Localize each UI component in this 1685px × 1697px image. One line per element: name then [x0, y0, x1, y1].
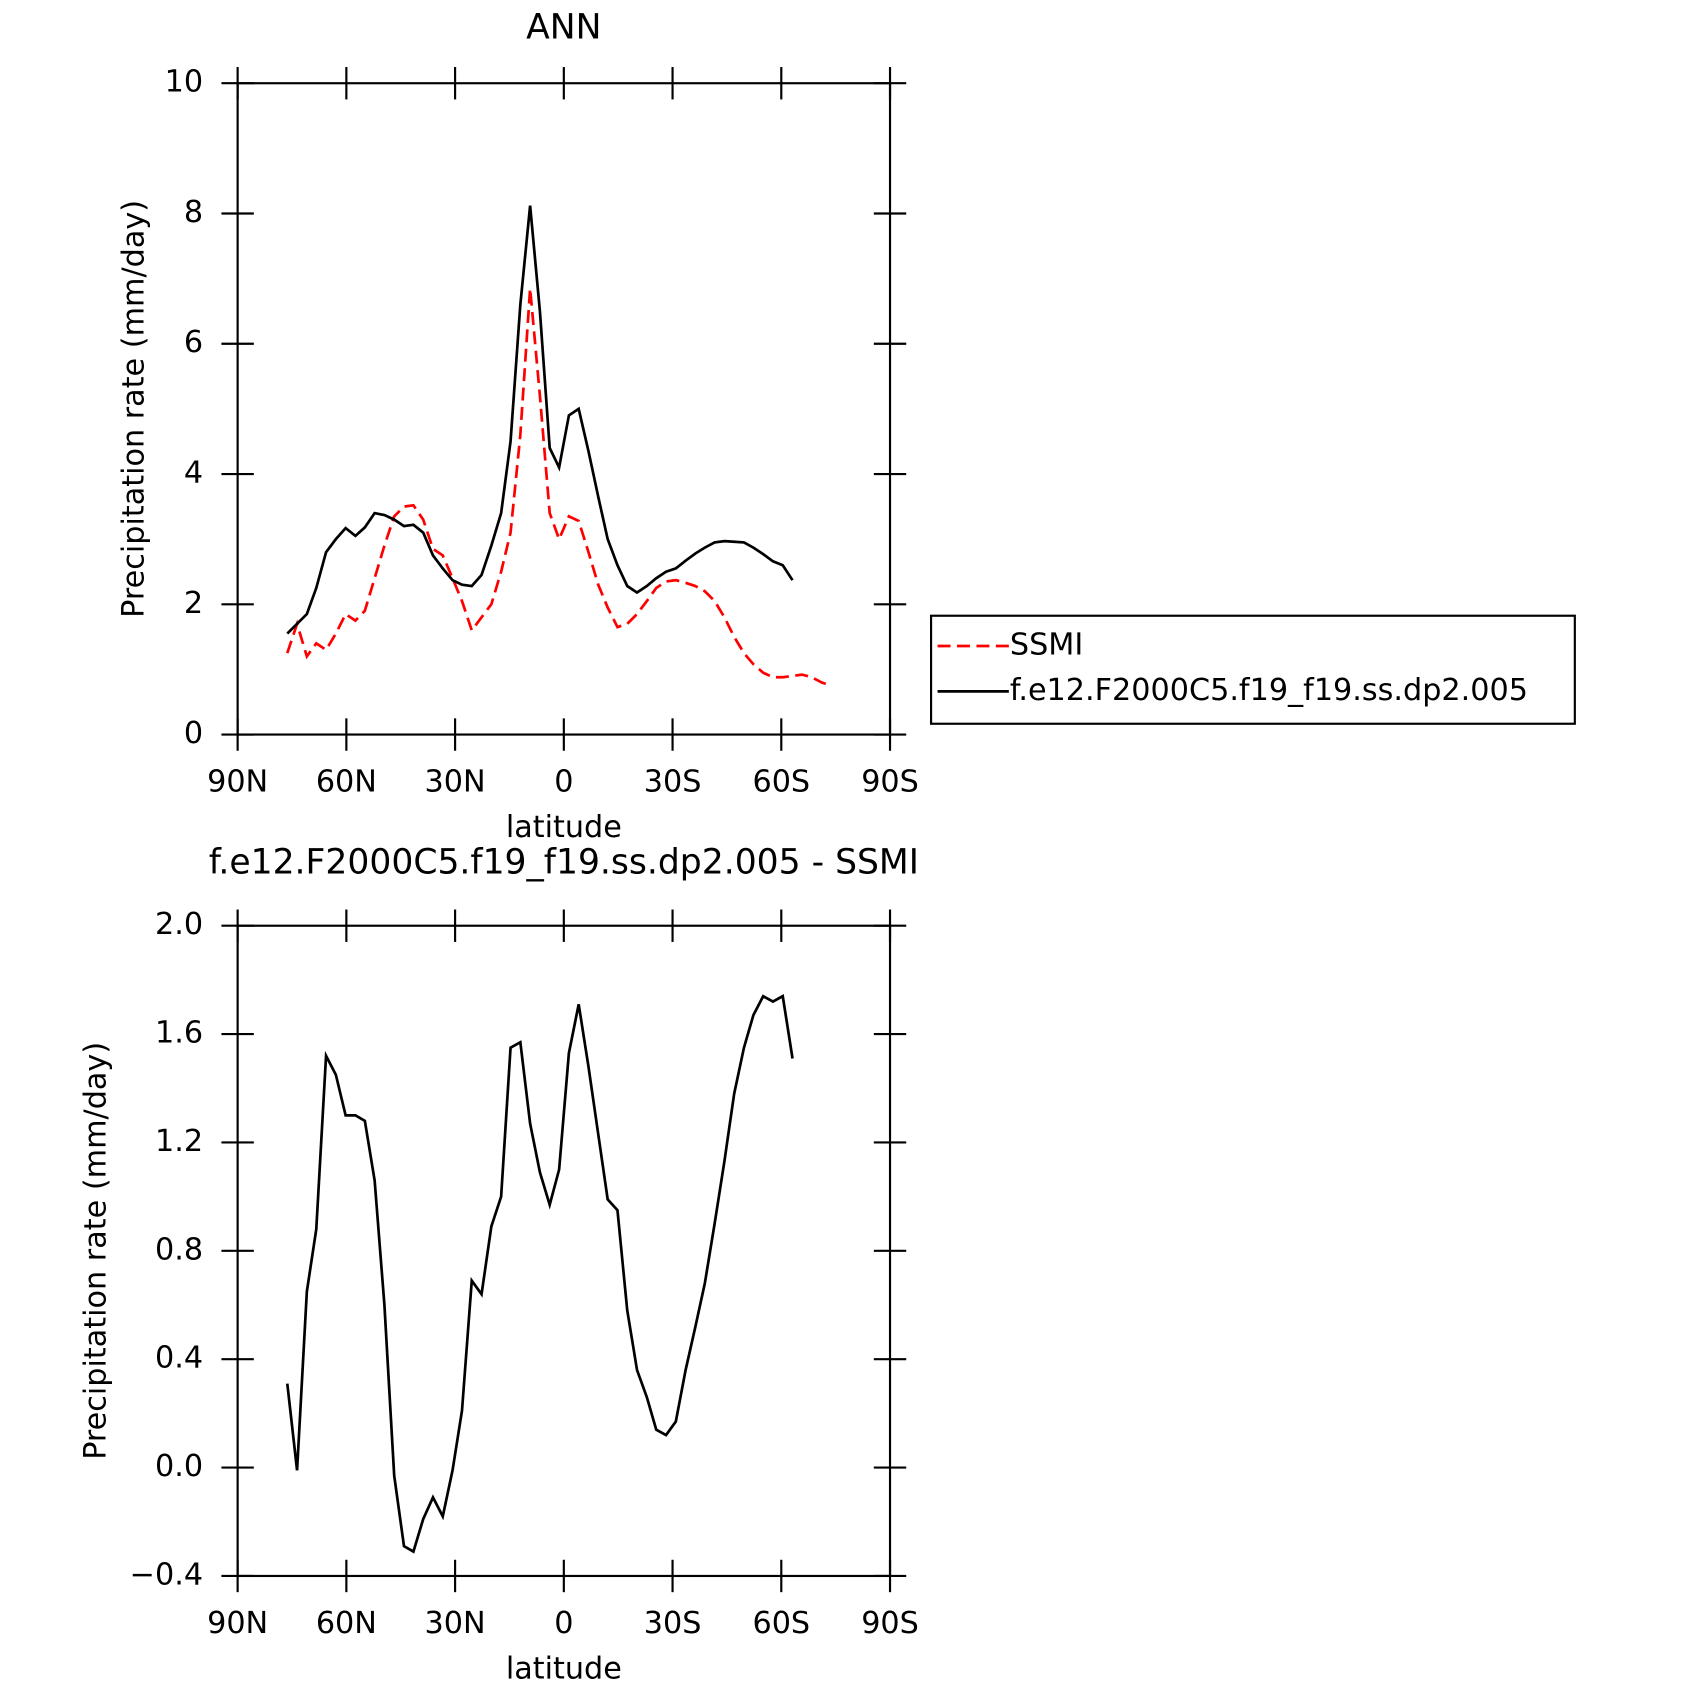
plot-frame [236, 924, 892, 1578]
y-tick-label: 2 [184, 586, 203, 621]
x-tick-label: 0 [554, 765, 573, 800]
x-tick-label: 90S [861, 1606, 919, 1641]
x-tick-label: 90N [207, 765, 268, 800]
y-tick-label: 1.6 [155, 1016, 203, 1051]
data-line [286, 205, 794, 635]
y-tick-label: 6 [184, 325, 203, 360]
y-tick-label: 8 [184, 195, 203, 230]
x-tick-label: 90N [207, 1606, 268, 1641]
chart-title: ANN [526, 8, 601, 48]
x-tick-label: 30N [425, 765, 486, 800]
data-line [285, 994, 794, 1554]
y-tick-label: −0.4 [130, 1557, 203, 1592]
y-tick-label: 0 [184, 716, 203, 751]
legend-label: f.e12.F2000C5.f19_f19.ss.dp2.005 [1010, 673, 1528, 708]
y-tick-label: 10 [165, 65, 203, 100]
y-tick-label: 1.2 [155, 1124, 203, 1159]
legend-label: SSMI [1010, 627, 1083, 662]
x-axis-label: latitude [506, 810, 622, 845]
y-tick-label: 0.8 [155, 1232, 203, 1267]
y-axis-label: Precipitation rate (mm/day) [117, 200, 152, 618]
x-tick-label: 30S [644, 765, 702, 800]
x-tick-label: 60S [752, 1606, 810, 1641]
plot-frame [236, 82, 892, 736]
y-tick-label: 2.0 [155, 907, 203, 942]
x-tick-label: 60S [752, 765, 810, 800]
y-axis-label: Precipitation rate (mm/day) [79, 1042, 114, 1460]
x-tick-label: 60N [316, 765, 377, 800]
data-line [286, 288, 832, 687]
chart-title: f.e12.F2000C5.f19_f19.ss.dp2.005 - SSMI [209, 843, 919, 883]
y-tick-label: 0.0 [155, 1449, 203, 1484]
y-tick-label: 4 [184, 456, 203, 491]
x-axis-label: latitude [506, 1651, 622, 1686]
x-tick-label: 30S [644, 1606, 702, 1641]
legend-box [929, 614, 1576, 725]
y-tick-label: 0.4 [155, 1341, 203, 1376]
x-tick-label: 30N [425, 1606, 486, 1641]
x-tick-label: 90S [861, 765, 919, 800]
x-tick-label: 0 [554, 1606, 573, 1641]
x-tick-label: 60N [316, 1606, 377, 1641]
